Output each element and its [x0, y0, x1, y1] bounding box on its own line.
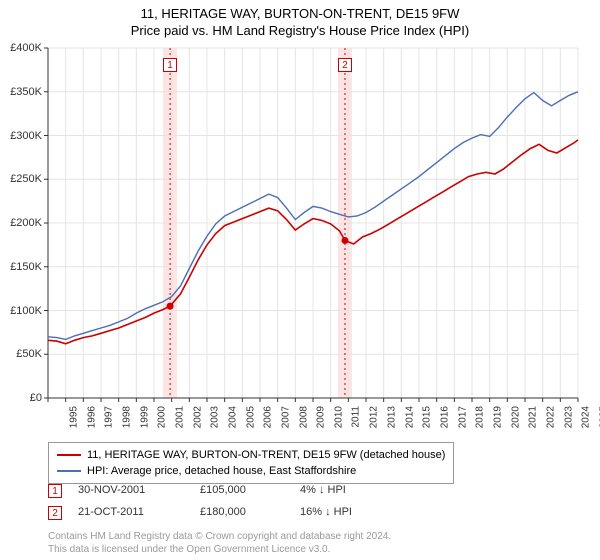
- sale-date: 21-OCT-2011: [78, 506, 144, 518]
- y-tick-label: £400K: [0, 42, 42, 54]
- x-tick-label: 1997: [104, 406, 115, 428]
- sale-badge: 2: [338, 58, 352, 72]
- legend-item-price-paid: 11, HERITAGE WAY, BURTON-ON-TRENT, DE15 …: [57, 447, 445, 463]
- x-tick-label: 2005: [245, 406, 256, 428]
- y-tick-label: £100K: [0, 305, 42, 317]
- x-tick-label: 2021: [528, 406, 539, 428]
- x-tick-label: 2018: [475, 406, 486, 428]
- y-tick-label: £0: [0, 392, 42, 404]
- x-tick-label: 2023: [563, 406, 574, 428]
- legend-label-hpi: HPI: Average price, detached house, East…: [87, 465, 356, 477]
- x-tick-label: 2001: [174, 406, 185, 428]
- sale-date: 30-NOV-2001: [78, 484, 145, 496]
- legend: 11, HERITAGE WAY, BURTON-ON-TRENT, DE15 …: [48, 442, 454, 484]
- x-tick-label: 2013: [386, 406, 397, 428]
- x-tick-label: 2012: [369, 406, 380, 428]
- y-tick-label: £350K: [0, 86, 42, 98]
- sale-row: 2 21-OCT-2011 £180,000 16% ↓ HPI: [48, 506, 568, 520]
- legend-swatch-hpi: [57, 470, 81, 472]
- legend-label-price-paid: 11, HERITAGE WAY, BURTON-ON-TRENT, DE15 …: [87, 449, 445, 461]
- sale-pct-vs-hpi: 4% ↓ HPI: [300, 484, 346, 496]
- copyright-notice: Contains HM Land Registry data © Crown c…: [48, 530, 391, 556]
- x-tick-label: 1999: [139, 406, 150, 428]
- copyright-line2: This data is licensed under the Open Gov…: [48, 543, 391, 556]
- x-tick-label: 2016: [439, 406, 450, 428]
- sale-price: £180,000: [200, 506, 246, 518]
- x-tick-label: 2015: [422, 406, 433, 428]
- legend-item-hpi: HPI: Average price, detached house, East…: [57, 463, 445, 479]
- sale-pct-vs-hpi: 16% ↓ HPI: [300, 506, 352, 518]
- copyright-line1: Contains HM Land Registry data © Crown c…: [48, 530, 391, 543]
- x-tick-label: 2014: [404, 406, 415, 428]
- x-tick-label: 2017: [457, 406, 468, 428]
- sale-badge: 1: [163, 58, 177, 72]
- x-tick-label: 2000: [157, 406, 168, 428]
- x-tick-label: 2024: [581, 406, 592, 428]
- y-tick-label: £300K: [0, 130, 42, 142]
- x-tick-label: 2006: [263, 406, 274, 428]
- sale-badge: 1: [48, 484, 62, 498]
- x-tick-label: 1998: [121, 406, 132, 428]
- x-tick-label: 2019: [492, 406, 503, 428]
- sale-badge: 2: [48, 506, 62, 520]
- y-tick-label: £150K: [0, 261, 42, 273]
- legend-swatch-price-paid: [57, 454, 81, 456]
- x-tick-label: 2009: [316, 406, 327, 428]
- chart-container: 11, HERITAGE WAY, BURTON-ON-TRENT, DE15 …: [0, 0, 600, 560]
- y-tick-label: £250K: [0, 173, 42, 185]
- y-tick-label: £200K: [0, 217, 42, 229]
- x-tick-label: 2020: [510, 406, 521, 428]
- x-tick-label: 2011: [350, 406, 361, 428]
- sale-row: 1 30-NOV-2001 £105,000 4% ↓ HPI: [48, 484, 568, 498]
- sale-price: £105,000: [200, 484, 246, 496]
- x-tick-label: 2003: [210, 406, 221, 428]
- x-tick-label: 2008: [298, 406, 309, 428]
- x-tick-label: 1996: [86, 406, 97, 428]
- x-tick-label: 2007: [280, 406, 291, 428]
- x-tick-label: 2004: [227, 406, 238, 428]
- x-tick-label: 1995: [68, 406, 79, 428]
- x-tick-label: 2010: [333, 406, 344, 428]
- x-tick-label: 2002: [192, 406, 203, 428]
- x-tick-label: 2022: [545, 406, 556, 428]
- y-tick-label: £50K: [0, 348, 42, 360]
